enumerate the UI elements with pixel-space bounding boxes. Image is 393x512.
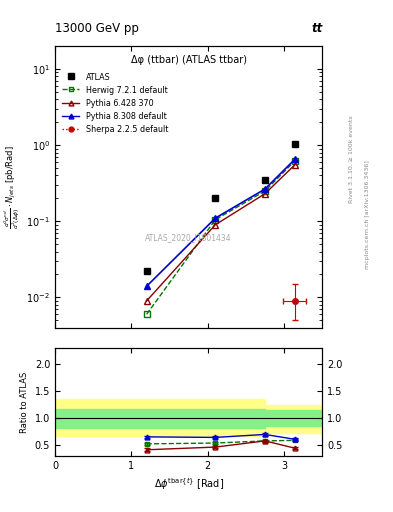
Text: Rivet 3.1.10, ≥ 100k events: Rivet 3.1.10, ≥ 100k events — [349, 115, 354, 203]
Y-axis label: Ratio to ATLAS: Ratio to ATLAS — [20, 371, 29, 433]
Text: $\frac{d^2\sigma^{nd}}{d^2(\Delta\phi)} \cdot N_{jets}$ [pb/Rad]: $\frac{d^2\sigma^{nd}}{d^2(\Delta\phi)} … — [2, 145, 21, 229]
Text: ATLAS_2020_I1801434: ATLAS_2020_I1801434 — [145, 233, 232, 242]
Legend: ATLAS, Herwig 7.2.1 default, Pythia 6.428 370, Pythia 8.308 default, Sherpa 2.2.: ATLAS, Herwig 7.2.1 default, Pythia 6.42… — [62, 73, 168, 134]
Text: tt: tt — [311, 22, 322, 35]
Text: Δφ (ttbar) (ATLAS ttbar): Δφ (ttbar) (ATLAS ttbar) — [130, 55, 247, 65]
Y-axis label: $\frac{d^2\sigma^{nd}}{d^2(\Delta\phi)}$ cdot $N_{jets}$ [pb/Rad]: $\frac{d^2\sigma^{nd}}{d^2(\Delta\phi)}$… — [0, 511, 1, 512]
Text: mcplots.cern.ch [arXiv:1306.3436]: mcplots.cern.ch [arXiv:1306.3436] — [365, 161, 370, 269]
Text: 13000 GeV pp: 13000 GeV pp — [55, 22, 139, 35]
X-axis label: $\Delta\phi^{\mathregular{tbar}\{t\}}$ [Rad]: $\Delta\phi^{\mathregular{tbar}\{t\}}$ [… — [154, 476, 224, 492]
